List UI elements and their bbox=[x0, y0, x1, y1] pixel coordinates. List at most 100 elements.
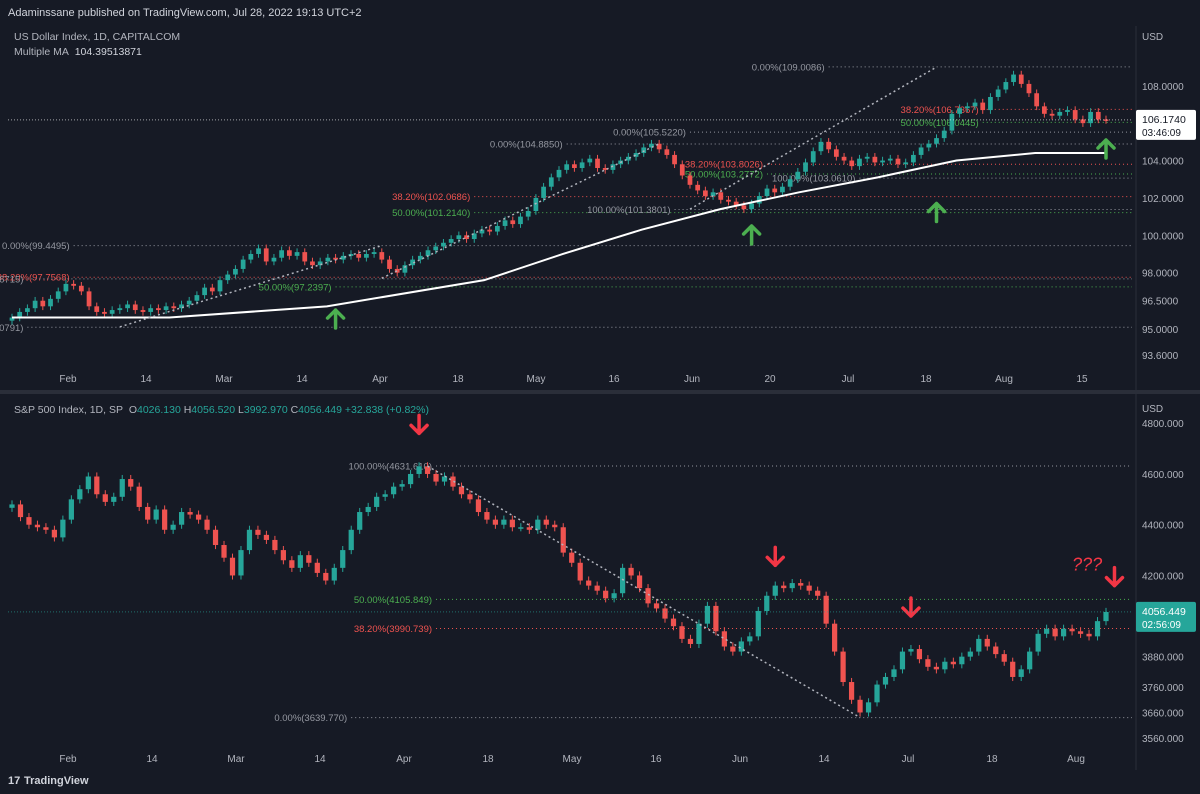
spx-pane[interactable]: 100.00%(4631.610) 50.00%(4105.849) 38.20%(… bbox=[0, 394, 1200, 770]
candle-body bbox=[475, 499, 482, 513]
tradingview-logo[interactable]: 17 TradingView bbox=[8, 775, 89, 787]
y-tick-label: 3760.000 bbox=[1142, 683, 1184, 694]
candle-body bbox=[941, 130, 947, 139]
dxy-pane[interactable]: 0.00%(109.0086) 38.20%(106.7367) 50.00%(10… bbox=[0, 26, 1200, 390]
candle-body bbox=[1086, 633, 1092, 637]
pane-divider[interactable] bbox=[0, 390, 1200, 394]
candle-body bbox=[695, 184, 701, 191]
spx-legend: S&P 500 Index, 1D, SP O4026.130 H4056.52… bbox=[14, 404, 429, 416]
dxy-chart[interactable]: 0.00%(109.0086) 38.20%(106.7367) 50.00%(10… bbox=[0, 26, 1200, 390]
candle-body bbox=[441, 476, 448, 482]
candle-body bbox=[518, 527, 524, 529]
candle-body bbox=[294, 252, 300, 256]
candle-body bbox=[51, 529, 58, 538]
candle-body bbox=[1103, 612, 1109, 622]
candle-body bbox=[1027, 651, 1033, 670]
candle-body bbox=[662, 608, 668, 619]
candle-body bbox=[1052, 628, 1058, 637]
candle-body bbox=[789, 583, 795, 589]
moving-average-line bbox=[12, 152, 1106, 319]
candle-body bbox=[43, 527, 49, 530]
candle-body bbox=[209, 287, 215, 292]
candle-body bbox=[832, 623, 838, 652]
candle-body bbox=[1060, 628, 1067, 637]
candle-body bbox=[1003, 82, 1009, 90]
open-value: 4026.130 bbox=[136, 404, 181, 416]
x-tick-label: Mar bbox=[215, 374, 233, 385]
candle-body bbox=[525, 211, 531, 217]
candle-body bbox=[911, 154, 916, 163]
candle-body bbox=[603, 590, 609, 599]
candle-body bbox=[240, 259, 246, 269]
candle-body bbox=[153, 509, 159, 520]
candle-body bbox=[713, 605, 719, 632]
candle-body bbox=[548, 177, 554, 187]
last-price-tag bbox=[1136, 601, 1196, 632]
candle-body bbox=[1065, 110, 1070, 112]
candle-body bbox=[533, 197, 539, 211]
candle-body bbox=[818, 141, 824, 152]
candle-body bbox=[117, 308, 123, 311]
candle-body bbox=[718, 192, 724, 200]
candle-body bbox=[140, 310, 146, 312]
fib-level-label: 100.00%(97.6715) bbox=[0, 274, 23, 285]
fib-trend-line bbox=[427, 465, 861, 719]
y-tick-label: 4600.000 bbox=[1142, 470, 1184, 481]
candle-body bbox=[487, 229, 493, 232]
candle-body bbox=[255, 529, 261, 535]
candle-body bbox=[34, 524, 41, 528]
x-tick-label: 14 bbox=[818, 754, 830, 765]
candle-body bbox=[348, 529, 354, 551]
candle-body bbox=[212, 529, 219, 546]
candle-body bbox=[787, 179, 793, 187]
candle-body bbox=[1072, 110, 1078, 120]
candle-body bbox=[456, 235, 462, 240]
candle-body bbox=[85, 476, 91, 490]
close-value: 4056.449 bbox=[298, 404, 342, 416]
candle-body bbox=[32, 300, 38, 309]
candle-body bbox=[572, 164, 577, 169]
candle-body bbox=[410, 259, 415, 266]
candle-body bbox=[772, 585, 778, 596]
candle-body bbox=[229, 557, 236, 576]
candle-body bbox=[882, 676, 889, 685]
candle-body bbox=[586, 580, 592, 586]
candle-body bbox=[179, 512, 185, 525]
candle-body bbox=[484, 512, 490, 520]
candle-body bbox=[872, 156, 878, 163]
candle-body bbox=[741, 205, 747, 210]
candle-body bbox=[933, 666, 939, 670]
candle-body bbox=[993, 646, 999, 655]
candle-body bbox=[972, 102, 978, 107]
candle-body bbox=[102, 311, 107, 314]
y-tick-label: 95.0000 bbox=[1142, 325, 1179, 336]
spx-chart[interactable]: 100.00%(4631.610) 50.00%(4105.849) 38.20%(… bbox=[0, 394, 1200, 770]
candle-body bbox=[317, 261, 323, 266]
publisher-header: Adaminssane published on TradingView.com… bbox=[0, 0, 1200, 26]
candle-body bbox=[286, 250, 292, 256]
fib-level-label: 38.20%(97.7568) bbox=[0, 273, 70, 284]
candle-body bbox=[509, 519, 515, 528]
candle-body bbox=[625, 156, 631, 161]
candle-body bbox=[170, 524, 176, 530]
fib-level-label: 0.00%(105.5220) bbox=[613, 128, 686, 139]
candle-body bbox=[543, 519, 549, 525]
spx-title: S&P 500 Index, 1D, SP bbox=[14, 404, 123, 416]
y-tick-label: 4800.000 bbox=[1142, 419, 1184, 430]
currency-label: USD bbox=[1142, 404, 1163, 415]
y-tick-label: 102.0000 bbox=[1142, 194, 1184, 205]
candle-body bbox=[111, 496, 117, 502]
low-key: L bbox=[238, 404, 244, 416]
candle-body bbox=[467, 494, 473, 500]
candle-body bbox=[163, 306, 169, 311]
candle-body bbox=[17, 504, 24, 518]
candle-body bbox=[926, 143, 932, 148]
candle-body bbox=[526, 527, 532, 530]
candle-body bbox=[26, 517, 32, 525]
y-tick-label: 4200.000 bbox=[1142, 571, 1184, 582]
fib-level-label: 50.00%(97.2397) bbox=[259, 282, 332, 293]
candle-body bbox=[248, 253, 254, 260]
candle-body bbox=[670, 618, 677, 627]
candle-body bbox=[908, 649, 914, 652]
candle-body bbox=[48, 298, 53, 307]
